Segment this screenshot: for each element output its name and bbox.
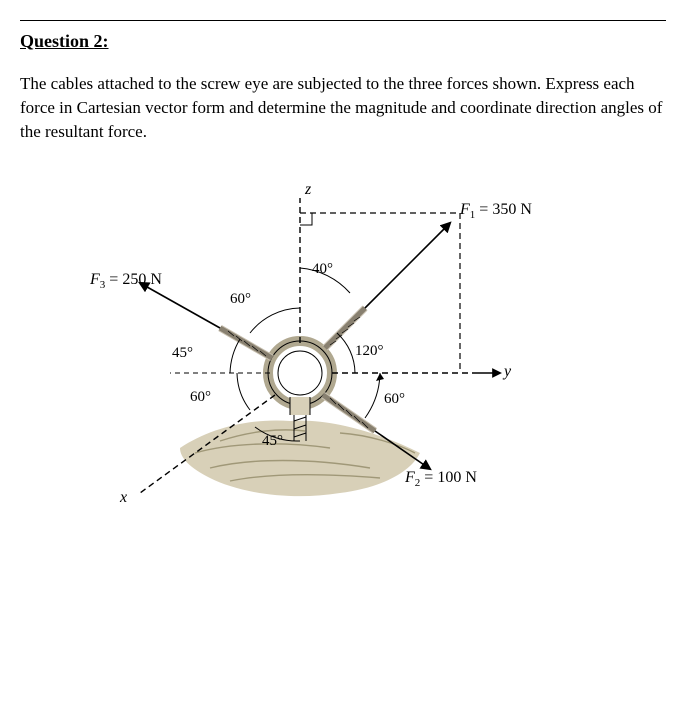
- ground: [180, 421, 420, 497]
- x-label: x: [120, 489, 127, 507]
- top-rule: [20, 20, 666, 21]
- arc-60-top: [250, 308, 300, 333]
- angle-45-bot: 45°: [262, 433, 283, 450]
- question-text: The cables attached to the screw eye are…: [20, 72, 666, 143]
- f2-label: F2 = 100 N: [405, 469, 477, 489]
- angle-45-top: 45°: [172, 345, 193, 362]
- z-label: z: [305, 181, 311, 199]
- arc-45-f3: [230, 339, 240, 373]
- figure: z F1 = 350 N F3 = 250 N F2 = 100 N y x 4…: [80, 173, 580, 553]
- angle-60-br: 60°: [384, 391, 405, 408]
- f3: [140, 283, 272, 358]
- f1-label: F1 = 350 N: [460, 201, 532, 221]
- angle-60-bl: 60°: [190, 389, 211, 406]
- question-title: Question 2:: [20, 31, 666, 52]
- angle-120: 120°: [355, 343, 384, 360]
- angle-40: 40°: [312, 261, 333, 278]
- arc-60-bl: [237, 373, 250, 410]
- y-label: y: [504, 363, 511, 381]
- arc-120: [337, 333, 355, 373]
- right-angle-z: [300, 213, 312, 225]
- angle-60-top: 60°: [230, 291, 251, 308]
- f3-label: F3 = 250 N: [90, 271, 162, 291]
